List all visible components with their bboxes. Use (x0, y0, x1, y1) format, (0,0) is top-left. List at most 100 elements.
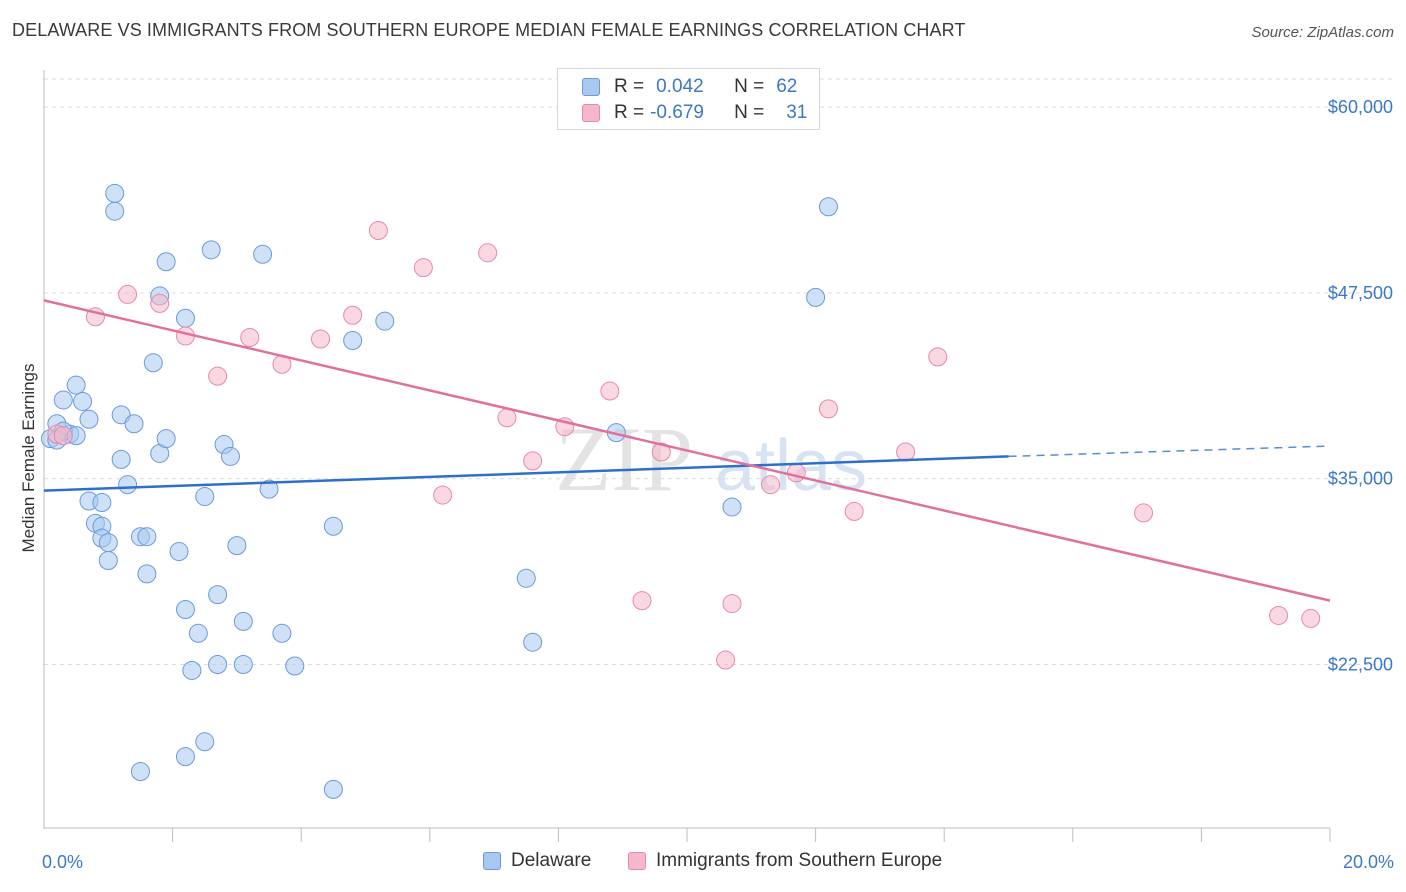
point-delaware (195, 732, 215, 752)
axes (43, 70, 1331, 842)
point-immigrants (433, 485, 453, 505)
point-delaware (722, 497, 742, 517)
trend-line-delaware (43, 455, 1009, 492)
point-immigrants (896, 442, 916, 462)
point-delaware (66, 375, 86, 395)
point-delaware (233, 655, 253, 675)
legend-swatch-delaware (483, 852, 501, 870)
point-delaware (375, 311, 395, 331)
point-immigrants (478, 243, 498, 263)
n-value: 62 (776, 76, 798, 97)
trend-line-immigrants (43, 299, 1331, 602)
point-immigrants (818, 399, 838, 419)
point-immigrants (1269, 605, 1289, 625)
point-delaware (323, 779, 343, 799)
point-delaware (272, 623, 292, 643)
point-immigrants (118, 284, 138, 304)
watermark: ZIP atlas (555, 408, 867, 510)
r-value: -0.679 (650, 102, 704, 123)
point-immigrants (343, 305, 363, 325)
point-immigrants (523, 451, 543, 471)
r-label: R = (614, 102, 645, 123)
point-delaware (175, 747, 195, 767)
legend-label-immigrants: Immigrants from Southern Europe (656, 850, 943, 871)
point-delaware (523, 632, 543, 652)
stats-row-delaware: R = 0.042 N = 62 (582, 74, 797, 100)
point-delaware (323, 516, 343, 536)
n-value: 31 (786, 102, 808, 123)
point-delaware (130, 762, 150, 782)
stats-row-immigrants: R = -0.679 N = 31 (582, 100, 807, 126)
point-delaware (259, 479, 279, 499)
bottom-legend: Delaware Immigrants from Southern Europe (0, 850, 1406, 880)
y-axis-label: Median Female Earnings (19, 364, 38, 553)
point-immigrants (651, 442, 671, 462)
point-delaware (233, 611, 253, 631)
point-delaware (156, 252, 176, 272)
point-immigrants (1134, 503, 1154, 523)
data-points (40, 183, 1321, 799)
point-delaware (175, 308, 195, 328)
point-delaware (156, 429, 176, 449)
point-immigrants (497, 408, 517, 428)
point-delaware (343, 331, 363, 351)
legend-swatch-immigrants (628, 852, 646, 870)
r-value: 0.042 (656, 76, 704, 97)
n-label: N = (734, 102, 765, 123)
legend-item-delaware: Delaware (483, 850, 591, 872)
point-delaware (137, 527, 157, 547)
point-delaware (98, 533, 118, 553)
stats-swatch-immigrants (582, 104, 600, 122)
point-immigrants (150, 293, 170, 313)
point-delaware (227, 536, 247, 556)
point-delaware (220, 446, 240, 466)
point-delaware (92, 493, 112, 513)
source-label: Source: ZipAtlas.com (1251, 24, 1394, 41)
point-immigrants (208, 366, 228, 386)
point-immigrants (310, 329, 330, 349)
point-immigrants (632, 591, 652, 611)
point-delaware (137, 564, 157, 584)
point-immigrants (844, 501, 864, 521)
point-immigrants (716, 650, 736, 670)
point-immigrants (240, 328, 260, 348)
point-delaware (105, 201, 125, 221)
point-delaware (516, 568, 536, 588)
y-tick-label: $22,500 (1328, 655, 1393, 675)
stats-swatch-delaware (582, 78, 600, 96)
point-delaware (73, 391, 93, 411)
point-immigrants (53, 426, 73, 446)
y-tick-label: $35,000 (1328, 469, 1393, 489)
point-immigrants (413, 258, 433, 278)
point-delaware (818, 197, 838, 217)
point-immigrants (786, 463, 806, 483)
x-tick-label-min: 0.0% (42, 852, 84, 872)
point-delaware (98, 550, 118, 570)
stats-legend: R = 0.042 N = 62 R = -0.679 N = 31 (557, 68, 820, 130)
point-immigrants (761, 475, 781, 495)
point-delaware (118, 475, 138, 495)
point-delaware (253, 244, 273, 264)
point-delaware (806, 287, 826, 307)
point-immigrants (1301, 608, 1321, 628)
legend-label-delaware: Delaware (511, 850, 592, 871)
point-delaware (201, 240, 221, 260)
y-tick-labels: $22,500 $35,000 $47,500 $60,000 (1328, 97, 1393, 674)
r-label: R = (614, 76, 645, 97)
point-immigrants (928, 347, 948, 367)
point-delaware (124, 414, 144, 434)
point-delaware (143, 353, 163, 373)
point-delaware (169, 542, 189, 562)
gridlines (44, 78, 1392, 666)
point-delaware (188, 623, 208, 643)
chart-title: DELAWARE VS IMMIGRANTS FROM SOUTHERN EUR… (12, 20, 966, 40)
trend-line-delaware-extension (1008, 445, 1331, 458)
y-tick-label: $47,500 (1328, 283, 1393, 303)
legend-item-immigrants: Immigrants from Southern Europe (628, 850, 942, 872)
point-delaware (182, 660, 202, 680)
n-label: N = (734, 76, 765, 97)
point-delaware (175, 600, 195, 620)
point-immigrants (722, 594, 742, 614)
trend-lines (43, 299, 1331, 602)
